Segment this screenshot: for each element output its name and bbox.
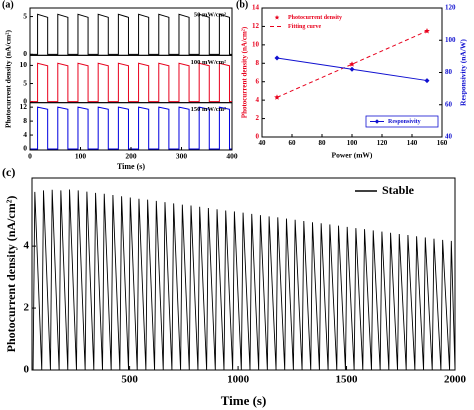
y-tick-label: 40 bbox=[445, 133, 453, 141]
x-tick-label: 140 bbox=[407, 139, 418, 147]
y-tick-label: 12 bbox=[20, 102, 28, 111]
legend-label: Photocurrent density bbox=[288, 15, 342, 21]
y-tick-label: 14 bbox=[252, 4, 260, 12]
y-tick-label: 100 bbox=[445, 36, 456, 44]
y-tick-label: 2 bbox=[24, 302, 30, 314]
legend-marker bbox=[374, 119, 380, 124]
x-tick-label: 500 bbox=[121, 373, 138, 385]
marker bbox=[424, 78, 430, 84]
x-tick-label: 120 bbox=[377, 139, 388, 147]
y-axis-label: Photocurrent density (nA/cm²) bbox=[4, 30, 13, 128]
marker bbox=[349, 66, 355, 72]
panel-label: (c) bbox=[2, 165, 15, 179]
y-tick-label: 0 bbox=[256, 133, 260, 141]
x-axis-label: Time (s) bbox=[221, 393, 267, 408]
legend-box bbox=[365, 115, 439, 128]
y-tick-label: 60 bbox=[445, 100, 453, 108]
x-tick-label: 100 bbox=[75, 151, 87, 160]
x-axis-label: Power (mW) bbox=[332, 151, 373, 160]
y-tick-label: 10 bbox=[252, 40, 260, 48]
legend-label: Fitting curve bbox=[288, 24, 321, 30]
y-tick-label: 120 bbox=[445, 4, 456, 12]
x-axis-label: Time (s) bbox=[117, 162, 145, 171]
x-tick-label: 60 bbox=[289, 139, 297, 147]
y-tick-label: 4 bbox=[24, 240, 30, 252]
y-tick-label: 80 bbox=[445, 68, 453, 76]
series-line bbox=[276, 30, 428, 98]
x-tick-label: 40 bbox=[259, 139, 267, 147]
y-tick-label: 0 bbox=[23, 144, 27, 153]
y-tick-label: 0 bbox=[23, 49, 27, 58]
x-tick-label: 200 bbox=[125, 151, 137, 160]
x-tick-label: 1500 bbox=[336, 373, 359, 385]
plot-frame bbox=[31, 177, 456, 371]
y-tick-label: 8 bbox=[256, 59, 260, 67]
x-tick-label: 2000 bbox=[444, 373, 467, 385]
x-tick-label: 100 bbox=[347, 139, 358, 147]
y-tick-label: 5 bbox=[23, 11, 27, 20]
y-axis-label: Photocurrent density (nA/cm²) bbox=[4, 196, 18, 353]
y-tick-label: 10 bbox=[20, 60, 28, 69]
x-tick-label: 400 bbox=[226, 151, 238, 160]
y-tick-label: 6 bbox=[256, 77, 260, 85]
y-tick-label: 4 bbox=[23, 130, 27, 139]
y-axis-label: Photocurrent density (nA/cm²) bbox=[241, 26, 249, 118]
y-tick-label: 4 bbox=[256, 96, 260, 104]
y-tick-label: 0 bbox=[24, 364, 30, 376]
marker bbox=[274, 55, 280, 61]
signal-line bbox=[30, 13, 232, 55]
panel-label: (a) bbox=[2, 0, 14, 10]
y-tick-label: 2 bbox=[256, 114, 260, 122]
y-tick-label: 8 bbox=[23, 116, 27, 125]
signal-line bbox=[32, 189, 456, 371]
x-tick-label: 0 bbox=[28, 151, 32, 160]
x-tick-label: 80 bbox=[319, 139, 327, 147]
y-tick-label: 5 bbox=[23, 78, 27, 87]
marker bbox=[424, 28, 430, 34]
x-tick-label: 160 bbox=[437, 139, 448, 147]
y-axis-label: Responsivity (nA/W) bbox=[459, 39, 468, 106]
signal-line bbox=[30, 62, 232, 103]
x-tick-label: 300 bbox=[176, 151, 188, 160]
x-tick-label: 1000 bbox=[227, 373, 250, 385]
y-tick-label: 12 bbox=[252, 22, 260, 30]
signal-line bbox=[30, 106, 232, 150]
y-tick-label: 0 bbox=[23, 96, 27, 105]
series-label: 50 mW/cm² bbox=[194, 11, 226, 18]
legend-label: Stable bbox=[382, 183, 415, 197]
panel-label: (b) bbox=[236, 0, 248, 10]
series-label: 100 mW/cm² bbox=[191, 59, 226, 66]
legend-label: Responsivity bbox=[388, 119, 421, 125]
series-label: 150 mW/cm² bbox=[191, 106, 226, 113]
legend-marker bbox=[274, 15, 280, 20]
marker bbox=[349, 61, 355, 67]
